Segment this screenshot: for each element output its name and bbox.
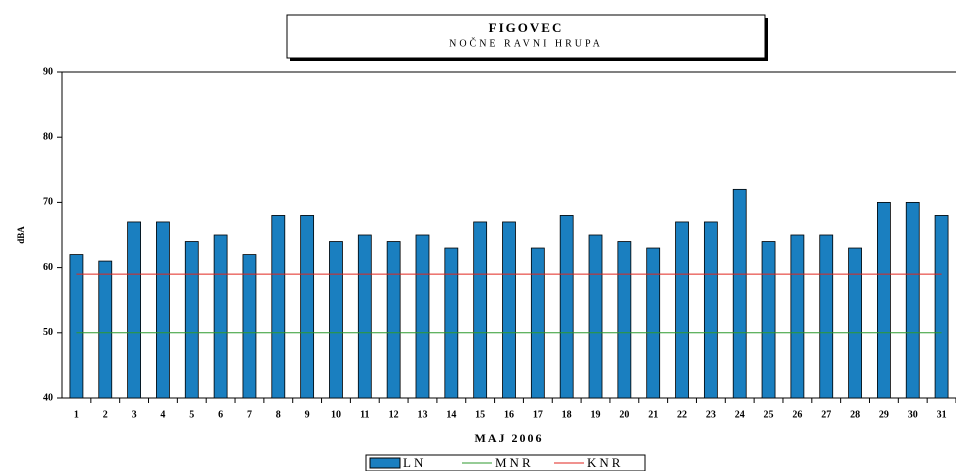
bar	[646, 247, 661, 399]
bar	[848, 247, 862, 399]
bar	[271, 215, 286, 399]
x-tick-label: 6	[218, 409, 223, 420]
y-axis-label: dBA	[16, 226, 26, 244]
x-tick-label: 12	[389, 409, 399, 420]
x-tick-label: 15	[475, 409, 485, 420]
chart-title: FIGOVEC	[489, 20, 564, 35]
bar	[444, 247, 459, 399]
legend-label: LN	[403, 455, 426, 470]
x-tick-label: 11	[360, 409, 369, 420]
bar	[617, 241, 632, 399]
x-tick-label: 20	[619, 409, 629, 420]
x-tick-label: 18	[562, 409, 572, 420]
x-tick-label: 16	[504, 409, 514, 420]
x-tick-label: 2	[103, 409, 108, 420]
bar	[905, 201, 920, 399]
x-tick-label: 22	[677, 409, 687, 420]
bar	[415, 234, 430, 399]
x-tick-label: 10	[331, 409, 341, 420]
bar	[473, 221, 488, 399]
bar	[675, 221, 689, 399]
x-tick-label: 17	[533, 409, 543, 420]
y-tick-label: 60	[43, 262, 53, 273]
x-tick-label: 25	[764, 409, 774, 420]
bar	[98, 260, 113, 399]
x-tick-label: 9	[305, 409, 310, 420]
bar	[530, 247, 545, 399]
x-tick-label: 5	[189, 409, 194, 420]
legend-swatch	[369, 457, 401, 469]
y-tick-label: 70	[43, 197, 53, 208]
x-tick-label: 13	[417, 409, 427, 420]
chart-subtitle: NOČNE RAVNI HRUPA	[449, 37, 603, 49]
x-tick-label: 4	[160, 409, 165, 420]
bar	[877, 201, 891, 399]
bar	[127, 221, 141, 399]
bar	[386, 241, 401, 399]
x-tick-label: 21	[648, 409, 658, 420]
x-tick-label: 7	[247, 409, 252, 420]
bar	[934, 215, 949, 399]
legend-label: KNR	[587, 455, 623, 470]
x-tick-label: 3	[132, 409, 137, 420]
x-tick-label: 24	[735, 409, 745, 420]
title-box	[286, 14, 766, 59]
y-tick-label: 90	[43, 66, 53, 77]
x-axis-label: MAJ 2006	[475, 431, 544, 445]
x-tick-label: 19	[591, 409, 601, 420]
bar	[156, 221, 170, 399]
bar	[329, 241, 343, 399]
x-tick-label: 29	[879, 409, 889, 420]
bar	[790, 234, 805, 399]
x-tick-label: 8	[276, 409, 281, 420]
bar	[732, 188, 747, 399]
bar	[819, 234, 834, 399]
bar	[213, 234, 228, 399]
bar	[588, 234, 603, 399]
x-tick-label: 30	[908, 409, 918, 420]
bar	[69, 254, 84, 399]
bar	[184, 241, 199, 399]
bar	[502, 221, 516, 399]
legend-box	[365, 454, 646, 471]
bar	[357, 234, 372, 399]
x-tick-label: 27	[821, 409, 831, 420]
x-tick-label: 23	[706, 409, 716, 420]
x-tick-label: 31	[937, 409, 947, 420]
y-tick-label: 80	[43, 131, 53, 142]
x-tick-label: 26	[792, 409, 802, 420]
bar	[703, 221, 718, 399]
bar	[559, 215, 574, 399]
bar	[242, 254, 257, 399]
x-tick-label: 28	[850, 409, 860, 420]
y-tick-label: 50	[43, 327, 53, 338]
y-tick-label: 40	[43, 392, 53, 403]
x-tick-label: 14	[446, 409, 456, 420]
legend-label: MNR	[495, 455, 534, 470]
bar	[761, 241, 776, 399]
x-tick-label: 1	[74, 409, 79, 420]
bar	[300, 215, 315, 399]
